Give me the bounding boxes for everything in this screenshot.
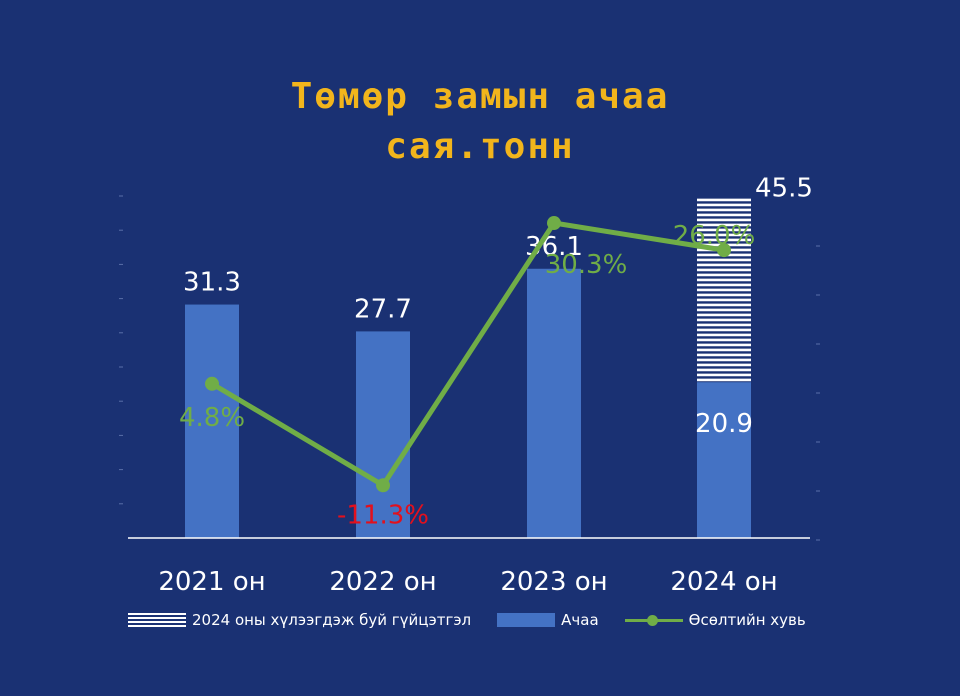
bar-2024-expected-stripe <box>697 318 751 322</box>
bar-value-label: 20.9 <box>695 409 753 439</box>
bar-2024-expected-stripe <box>697 308 751 312</box>
chart-title-line-1: Төмөр замын ачаа <box>290 76 670 117</box>
bar-2024-expected-stripe <box>697 273 751 277</box>
bar-2024-expected-stripe <box>697 283 751 287</box>
bar-2024 <box>697 382 751 538</box>
legend-label-cargo: Ачаа <box>561 611 599 629</box>
bar-2024-expected-stripe <box>697 233 751 237</box>
x-tick-label: 2024 он <box>670 567 777 597</box>
growth-value-label: 30.3% <box>545 250 628 280</box>
bar-value-label: 31.3 <box>183 268 241 298</box>
growth-point <box>547 216 561 231</box>
chart-title-line-2: сая.тонн <box>385 126 575 167</box>
bar-2021 <box>185 304 239 538</box>
growth-line <box>210 220 725 488</box>
x-tick-label: 2021 он <box>158 567 265 597</box>
bar-2024-expected-stripe <box>697 208 751 212</box>
bar-2024-expected-stripe <box>697 353 751 357</box>
bar-2024-expected-stripe <box>697 223 751 227</box>
legend-label-expected: 2024 оны хүлээгдэж буй гүйцэтгэл <box>192 611 472 629</box>
bar-2024-expected-stripe <box>697 258 751 262</box>
bar-total-label-2024: 45.5 <box>755 174 813 204</box>
bar-2024-expected-stripe <box>697 288 751 292</box>
bar-2024-expected-stripe <box>697 213 751 217</box>
bar-2024-expected-stripe <box>697 228 751 232</box>
growth-point <box>717 243 731 258</box>
bar-2024-expected-stripe <box>697 328 751 332</box>
legend-swatch-striped <box>128 613 186 627</box>
bar-2024-expected-stripe <box>697 333 751 337</box>
bar-2024-expected-stripe <box>697 343 751 347</box>
bar-2024-expected-stripe <box>697 373 751 377</box>
legend-item-cargo: Ачаа <box>497 611 599 629</box>
bar-2024-expected-stripe <box>697 338 751 342</box>
bar-2024-expected-stripe <box>697 303 751 307</box>
growth-value-label: 26.0% <box>673 221 756 251</box>
bar-2024-expected-stripe <box>697 268 751 272</box>
bar-2024-expected-stripe <box>697 218 751 222</box>
bar-2024-expected-stripe <box>697 278 751 282</box>
chart-legend: 2024 оны хүлээгдэж буй гүйцэтгэл Ачаа Өс… <box>128 608 832 632</box>
growth-point <box>376 478 390 493</box>
x-tick-label: 2023 он <box>500 567 607 597</box>
bar-2023 <box>527 268 581 538</box>
legend-swatch-bar <box>497 613 556 627</box>
bar-2024-expected-stripe <box>697 368 751 372</box>
legend-label-growth: Өсөлтийн хувь <box>688 611 806 629</box>
growth-value-label: -11.3% <box>337 500 429 530</box>
bar-2024-expected-stripe <box>697 298 751 302</box>
bar-2024-expected-stripe <box>697 203 751 207</box>
legend-item-growth: Өсөлтийн хувь <box>624 611 806 629</box>
bar-2024-expected-stripe <box>697 378 751 382</box>
growth-value-label: 4.8% <box>179 403 245 433</box>
bar-value-label: 27.7 <box>354 294 412 324</box>
bar-2024-expected-stripe <box>697 198 751 202</box>
x-tick-label: 2022 он <box>329 567 436 597</box>
bar-2022 <box>356 331 410 538</box>
bar-2024-expected-stripe <box>697 363 751 367</box>
growth-point <box>205 376 219 391</box>
bar-2024-expected-stripe <box>697 238 751 242</box>
bar-2024-expected-stripe <box>697 263 751 267</box>
bar-2024-expected-stripe <box>697 358 751 362</box>
bar-2024-expected-stripe <box>697 313 751 317</box>
legend-swatch-line <box>624 613 683 627</box>
bar-2024-expected-stripe <box>697 323 751 327</box>
bar-2024-expected-stripe <box>697 348 751 352</box>
bar-2024-expected-stripe <box>697 293 751 297</box>
legend-item-expected: 2024 оны хүлээгдэж буй гүйцэтгэл <box>128 611 471 629</box>
